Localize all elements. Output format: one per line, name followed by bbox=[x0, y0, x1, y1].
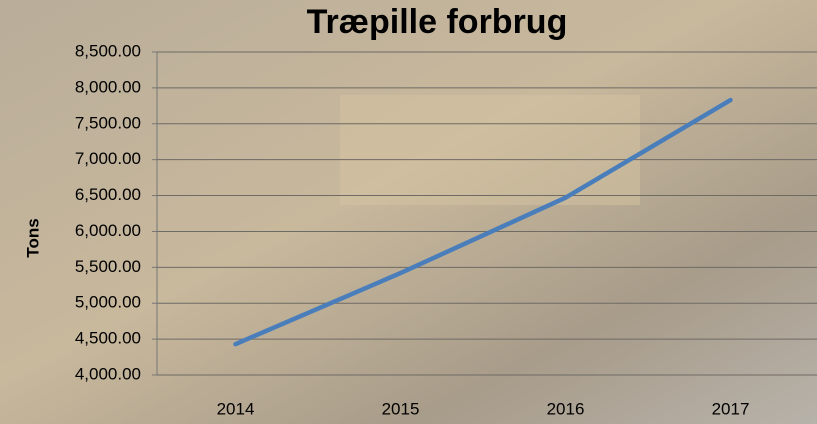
y-tick-label: 8,000.00 bbox=[75, 77, 141, 96]
x-tick-label: 2016 bbox=[547, 399, 585, 418]
y-tick-label: 6,000.00 bbox=[75, 221, 141, 240]
x-tick-label: 2015 bbox=[382, 399, 420, 418]
y-tick-label: 7,500.00 bbox=[75, 113, 141, 132]
y-tick-label: 4,000.00 bbox=[75, 364, 141, 383]
y-tick-label: 8,500.00 bbox=[75, 41, 141, 60]
y-tick-label: 4,500.00 bbox=[75, 329, 141, 348]
data-line bbox=[233, 97, 733, 347]
y-tick-label: 5,000.00 bbox=[75, 293, 141, 312]
chart-title: Træpille forbrug bbox=[307, 3, 568, 41]
y-tick-label: 7,000.00 bbox=[75, 149, 141, 168]
x-tick-label: 2014 bbox=[217, 399, 255, 418]
y-tick-label: 5,500.00 bbox=[75, 257, 141, 276]
y-tick-label: 6,500.00 bbox=[75, 185, 141, 204]
x-tick-label: 2017 bbox=[712, 399, 750, 418]
background-shape bbox=[340, 95, 640, 205]
y-axis-label: Tons bbox=[23, 218, 42, 257]
